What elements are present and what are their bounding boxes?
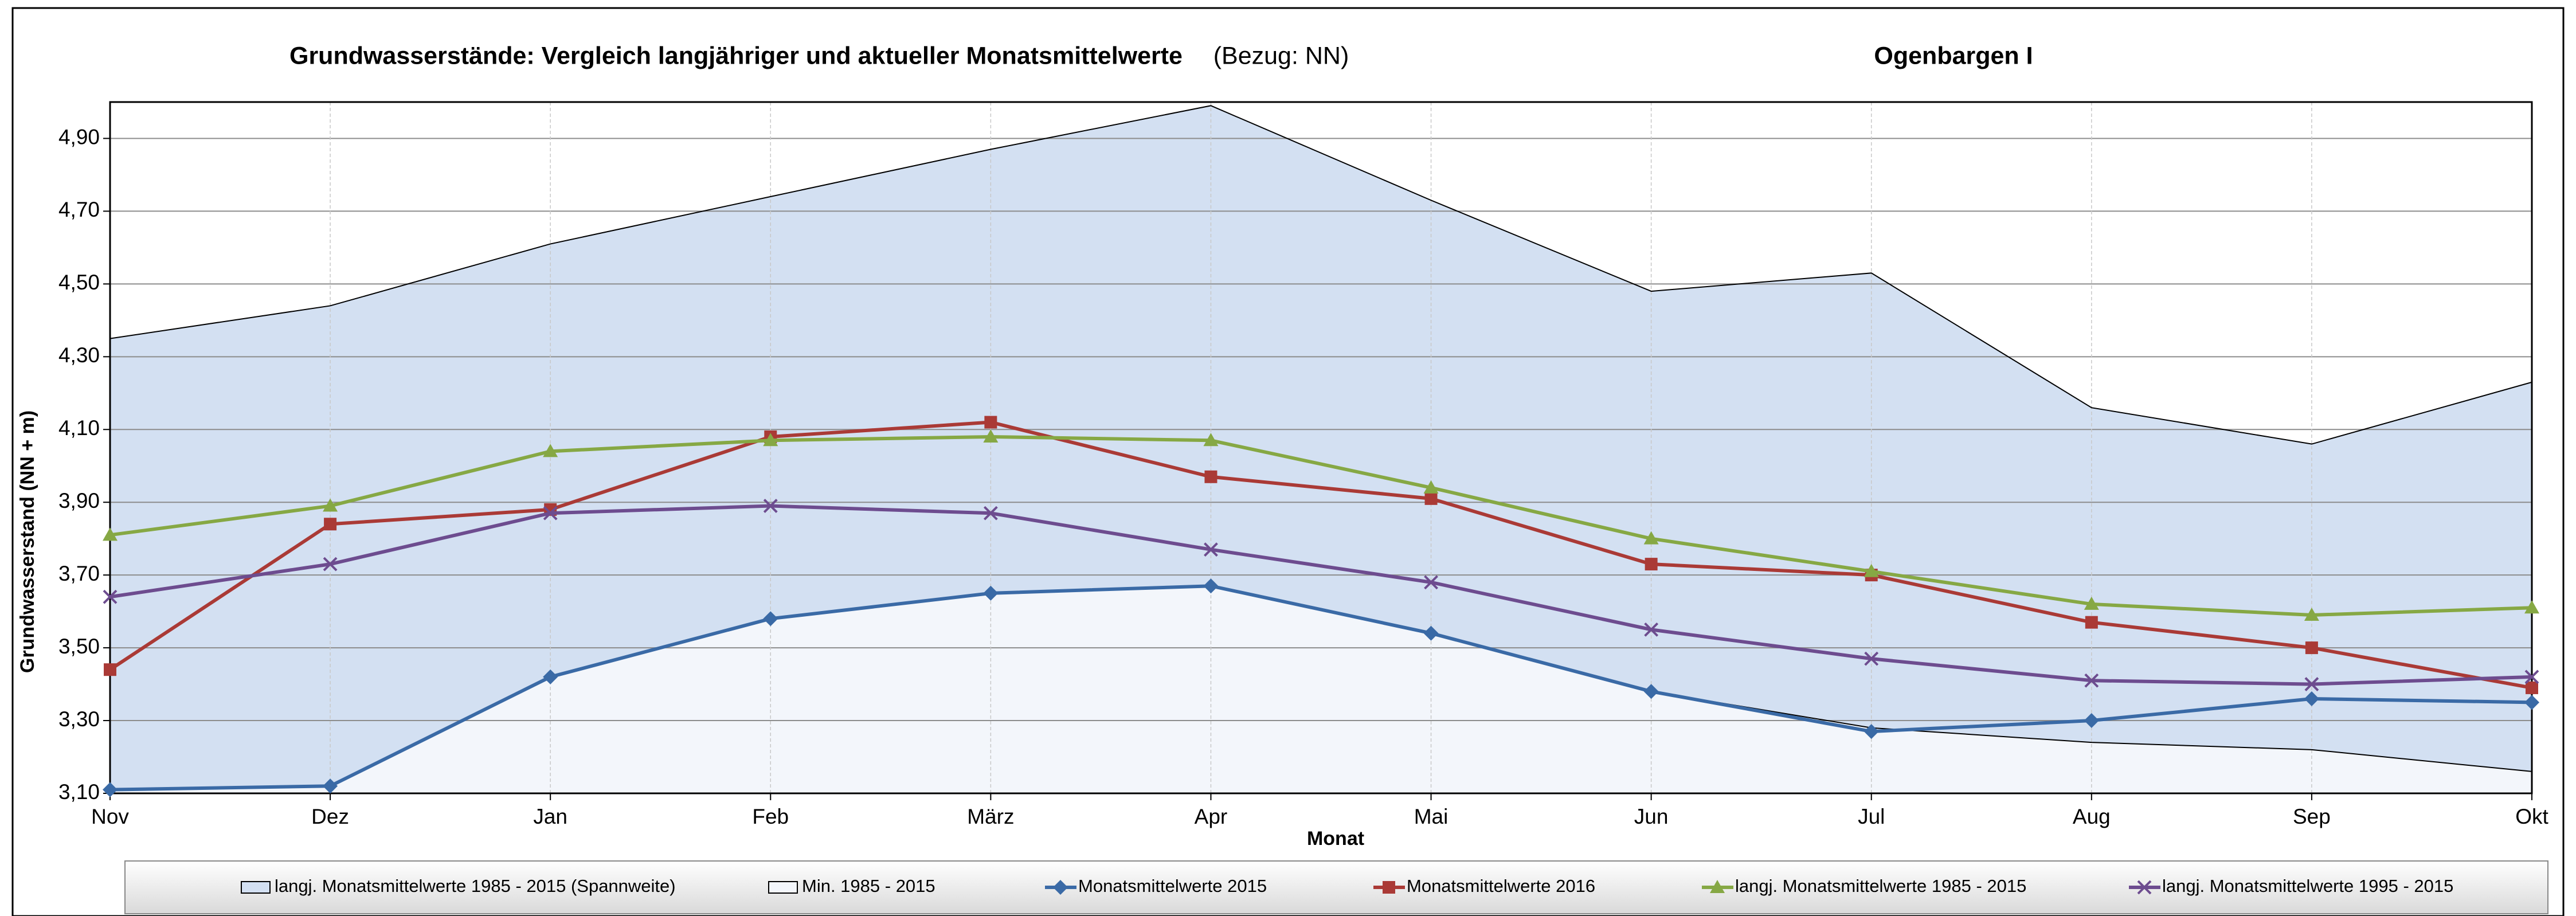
area <box>110 586 2532 793</box>
marker <box>1644 622 1659 637</box>
marker <box>323 498 338 512</box>
marker <box>1424 492 1438 505</box>
legend-label: Min. 1985 - 2015 <box>802 876 935 896</box>
marker <box>2084 713 2099 729</box>
marker <box>2137 880 2152 895</box>
x-tick-label: Jan <box>533 805 567 828</box>
legend-label: langj. Monatsmittelwerte 1985 - 2015 <box>1735 876 2026 896</box>
marker <box>1864 651 1879 666</box>
legend-swatch <box>768 881 798 894</box>
marker <box>543 444 558 457</box>
chart-title: Grundwasserstände: Vergleich langjährige… <box>289 42 1183 69</box>
marker <box>2085 616 2098 629</box>
marker <box>1423 625 1439 641</box>
marker <box>1203 433 1219 447</box>
marker <box>1645 558 1658 571</box>
y-tick-label: 3,70 <box>58 562 100 585</box>
marker <box>1643 684 1659 699</box>
x-tick-label: Feb <box>752 805 789 828</box>
x-tick-label: Aug <box>2073 805 2111 828</box>
marker <box>2524 695 2539 710</box>
marker <box>1383 881 1395 894</box>
marker <box>1053 880 1068 895</box>
marker <box>2304 607 2319 621</box>
x-axis-label: Monat <box>1307 828 1364 850</box>
marker <box>543 506 558 520</box>
marker <box>1424 575 1438 590</box>
y-tick-label: 4,90 <box>58 125 100 148</box>
marker <box>763 433 778 447</box>
marker <box>2304 691 2319 706</box>
y-tick-label: 3,30 <box>58 707 100 731</box>
marker <box>2304 677 2319 691</box>
x-tick-label: Jun <box>1634 805 1669 828</box>
area <box>110 105 2532 793</box>
marker <box>1710 880 1725 893</box>
marker <box>2524 600 2539 614</box>
y-tick-label: 4,50 <box>58 271 100 294</box>
y-axis-label: Grundwasserstand (NN + m) <box>17 410 38 673</box>
marker <box>763 499 778 513</box>
y-tick-label: 4,10 <box>58 416 100 440</box>
y-tick-label: 3,90 <box>58 489 100 512</box>
marker <box>2305 641 2318 655</box>
marker <box>2084 596 2099 610</box>
marker <box>104 663 116 676</box>
marker <box>103 589 118 604</box>
chart-reference: (Bezug: NN) <box>1213 42 1349 69</box>
marker <box>323 557 338 571</box>
x-tick-label: Mai <box>1414 805 1448 828</box>
line <box>109 504 2532 686</box>
marker <box>1643 531 1659 545</box>
marker <box>1204 542 1218 557</box>
marker <box>2524 670 2539 684</box>
marker <box>763 611 778 627</box>
y-tick-label: 4,30 <box>58 343 100 367</box>
marker <box>323 778 338 794</box>
x-tick-label: März <box>967 805 1014 828</box>
x-tick-label: Okt <box>2515 805 2548 828</box>
x-tick-label: Dez <box>311 805 349 828</box>
marker <box>103 782 118 797</box>
marker <box>1203 578 1219 594</box>
marker <box>1864 563 1879 577</box>
legend-label: Monatsmittelwerte 2016 <box>1407 876 1595 896</box>
chart-station: Ogenbargen I <box>1874 42 2033 69</box>
x-tick-label: Nov <box>91 805 129 828</box>
x-tick-label: Apr <box>1195 805 1228 828</box>
line <box>109 434 2532 617</box>
legend-label: langj. Monatsmittelwerte 1995 - 2015 <box>2162 876 2453 896</box>
plot-border <box>109 101 2533 794</box>
marker <box>1864 724 1879 739</box>
line <box>109 420 2532 690</box>
marker <box>1204 470 1217 483</box>
marker <box>103 527 118 541</box>
marker <box>543 669 558 684</box>
marker <box>2526 681 2538 694</box>
y-tick-label: 3,10 <box>58 780 100 804</box>
legend-label: Monatsmittelwerte 2015 <box>1078 876 1267 896</box>
marker <box>1423 480 1439 494</box>
marker <box>983 506 998 520</box>
area-outline <box>109 105 2532 445</box>
y-tick-label: 4,70 <box>58 198 100 221</box>
legend-swatch <box>241 881 271 894</box>
legend-label: langj. Monatsmittelwerte 1985 - 2015 (Sp… <box>275 876 676 896</box>
marker <box>984 416 997 429</box>
marker <box>983 585 999 601</box>
x-tick-label: Jul <box>1858 805 1885 828</box>
line <box>109 584 2532 792</box>
marker <box>324 518 337 531</box>
x-tick-label: Sep <box>2293 805 2331 828</box>
marker <box>2084 673 2099 688</box>
y-tick-label: 3,50 <box>58 635 100 658</box>
marker <box>983 429 999 443</box>
